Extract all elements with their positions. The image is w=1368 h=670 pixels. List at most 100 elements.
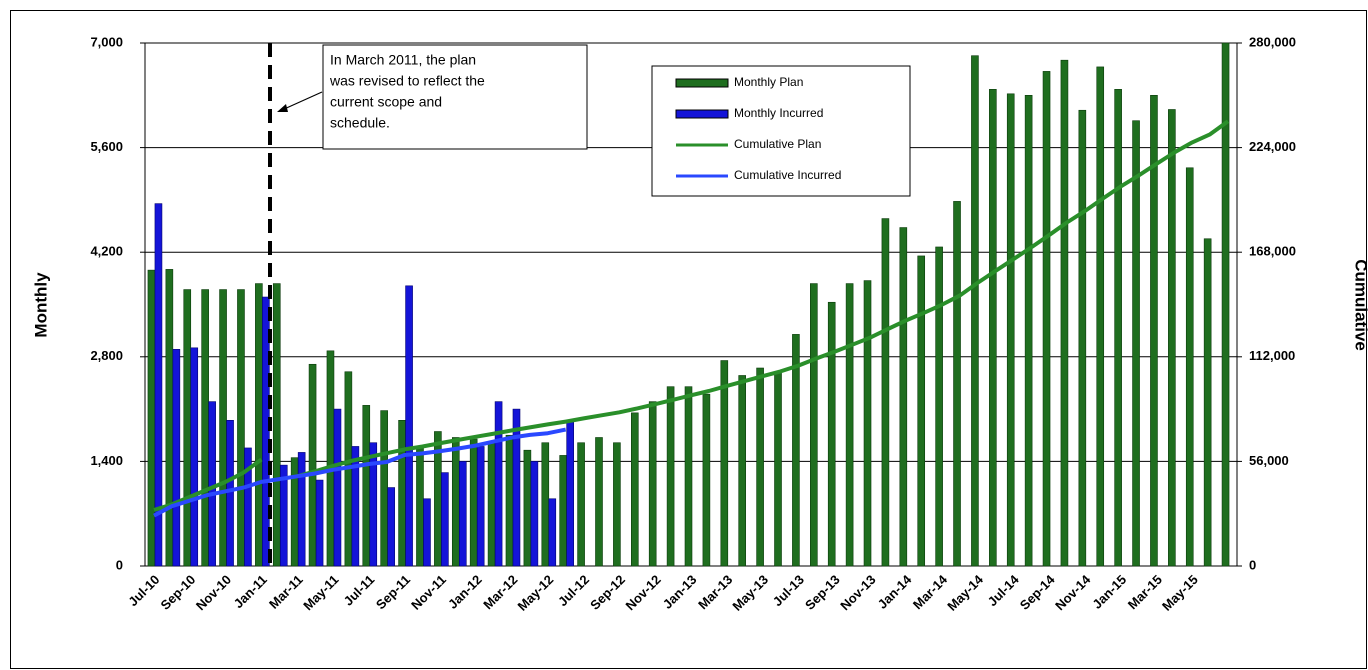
legend-swatch [675,109,729,119]
bar [566,420,574,567]
bar [416,446,424,567]
bar [863,280,872,567]
bar [1168,109,1176,567]
annotation-text: was revised to reflect the [329,73,485,89]
bar [290,457,299,567]
bar [279,464,288,567]
bar [541,442,550,567]
bar [548,498,557,567]
y-axis-title: Monthly [31,272,50,338]
bar [523,449,532,567]
bar [845,283,854,567]
bar [326,350,335,567]
bar [1042,71,1051,567]
y2-axis-title: Cumulative [1352,259,1368,351]
legend-box [651,65,911,197]
bar [351,446,360,567]
legend-label: Cumulative Plan [734,137,821,151]
bar [405,285,413,567]
bar [917,255,926,567]
y-tick-label: 5,600 [90,139,123,154]
bar [369,442,378,567]
bar [262,296,270,567]
bar [308,363,317,567]
bar [989,89,997,567]
bar [165,269,174,567]
bar [774,371,782,567]
y-tick-label: 1,400 [90,453,123,468]
bar [1060,59,1069,567]
bar [684,386,693,567]
bar [1185,167,1194,567]
bar [720,360,729,567]
bar [559,455,567,567]
bar [738,375,747,567]
legend-label: Cumulative Incurred [734,168,841,182]
bar [208,401,216,567]
bar [297,452,306,567]
bar [494,401,503,567]
bar [1078,109,1087,567]
bar [1096,66,1105,567]
bar [190,347,199,567]
bar [792,334,800,567]
bar [387,487,395,567]
y-tick-label: 2,800 [90,348,123,363]
bar [398,420,406,567]
bar [226,420,234,567]
y-tick-label: 4,200 [90,244,123,259]
bar [630,412,639,567]
bar [530,461,539,567]
y-tick-label: 0 [116,557,123,572]
y2-tick-label: 168,000 [1249,244,1296,259]
bar [971,55,979,567]
bar [1203,238,1212,567]
bar [244,447,252,567]
bar [219,289,227,567]
y2-tick-label: 56,000 [1249,453,1289,468]
annotation-arrow [281,91,323,111]
bar [512,408,521,567]
bar [451,437,460,567]
y-tick-label: 7,000 [90,34,123,49]
bar [201,289,209,567]
bar [756,367,764,567]
annotation-text: In March 2011, the plan [330,52,476,68]
bar [362,405,371,567]
bar [1024,95,1033,567]
bar [333,408,342,567]
bar [441,472,449,567]
bar [1150,95,1158,567]
bar [487,442,496,567]
bar [935,246,943,567]
bar [154,203,163,567]
legend-label: Monthly Plan [734,75,803,89]
bar [1006,93,1015,567]
annotation-text: schedule. [330,115,390,131]
bar [469,438,478,567]
bar [810,283,818,567]
bar [237,289,245,567]
bar [953,201,961,567]
bar [458,461,467,567]
bar [315,479,324,567]
bar [1132,120,1140,567]
y2-tick-label: 280,000 [1249,34,1296,49]
bar [255,283,263,567]
bar [881,218,890,567]
line [153,427,567,518]
bar [380,410,388,567]
y2-tick-label: 0 [1249,557,1256,572]
bar [505,434,514,567]
bar [423,498,431,567]
bar [577,442,585,567]
bar [666,386,675,567]
arrow-head [277,104,288,112]
bar [476,446,485,567]
bar [899,227,908,567]
annotation-box [322,44,588,150]
y2-tick-label: 224,000 [1249,139,1296,154]
bar [648,401,657,567]
bar [595,437,603,567]
